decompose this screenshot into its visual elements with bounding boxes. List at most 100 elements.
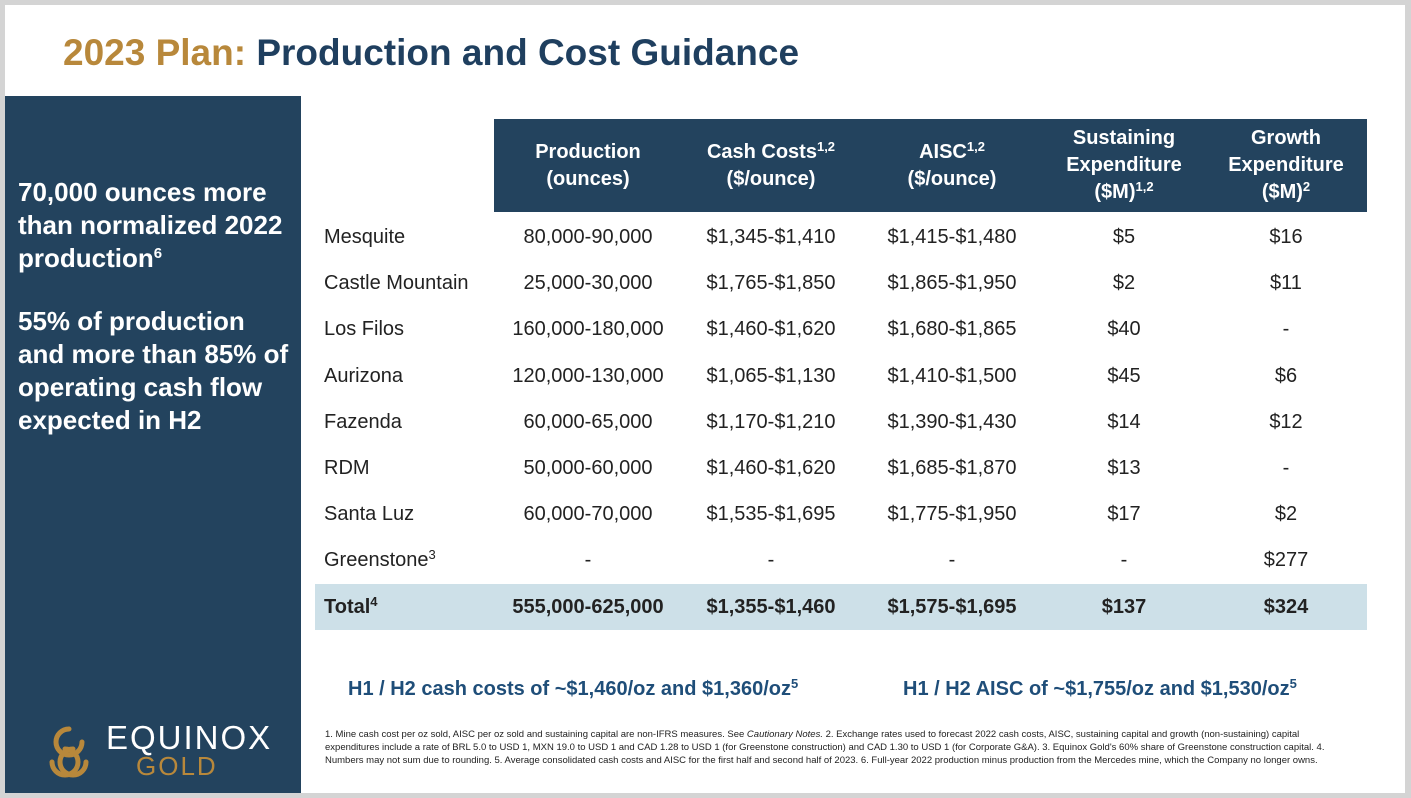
column-header-line: Production <box>535 140 641 163</box>
logo-swirl-icon <box>49 726 89 778</box>
table-cell: 80,000-90,000 <box>523 226 653 248</box>
table-cell: $1,065-$1,130 <box>706 364 836 387</box>
table-cell: - <box>584 549 592 572</box>
column-header-sup: 1,2 <box>816 138 836 154</box>
table-cell: $13 <box>1107 457 1141 479</box>
table-row: Castle Mountain 25,000-30,000 $1,765-$1,85… <box>315 260 1367 306</box>
table-cell: $2 <box>1274 503 1298 526</box>
row-label: Greenstone3 <box>324 547 436 572</box>
row-label: RDM <box>324 457 370 479</box>
row-label: Castle Mountain <box>324 272 469 295</box>
callout-cash-costs-sup: 5 <box>790 676 799 691</box>
table-cell: 120,000-130,000 <box>512 364 664 387</box>
column-header-label: AISC1,2 ($/ounce) <box>908 139 997 193</box>
callout-aisc-sup: 5 <box>1289 676 1297 691</box>
column-header-line: Cash Costs1,2 <box>706 138 836 163</box>
row-label: Los Filos <box>324 318 405 341</box>
table-cell: $324 <box>1263 595 1309 618</box>
column-header-line: ($/ounce) <box>726 167 816 190</box>
column-header-line: AISC1,2 <box>919 138 985 163</box>
table-cell: $1,775-$1,950 <box>887 503 1017 526</box>
title-main: Production and Cost Guidance <box>246 32 800 73</box>
row-label: Aurizona <box>324 364 403 387</box>
table-cell: $17 <box>1107 503 1141 526</box>
table-cell: $1,460-$1,620 <box>706 457 836 479</box>
table-cell: $45 <box>1107 364 1141 387</box>
column-header-line: Sustaining <box>1072 127 1176 149</box>
table-cell: $6 <box>1274 364 1298 387</box>
table-cell: - <box>948 549 956 572</box>
table-cell: $1,390-$1,430 <box>887 410 1017 433</box>
table-row: Fazenda 60,000-65,000 $1,170-$1,210 $1,390-… <box>315 399 1367 445</box>
column-header-line: Expenditure <box>1228 154 1344 176</box>
table-cell: $1,170-$1,210 <box>706 410 836 433</box>
table-cell: - <box>1120 549 1128 572</box>
table-cell: $1,865-$1,950 <box>887 272 1017 295</box>
row-label-sup: 3 <box>428 547 436 563</box>
table-total-row: Total4 555,000-625,000 $1,355-$1,460 $1,575… <box>315 583 1367 630</box>
table-row: RDM 50,000-60,000 $1,460-$1,620 $1,685-$1,8… <box>315 445 1367 491</box>
table-cell: $1,765-$1,850 <box>706 272 836 295</box>
table-cell: - <box>1282 457 1290 479</box>
sidebar-panel: 70,000 ounces more than normalized 2022 … <box>5 96 301 793</box>
row-label-sup: 4 <box>370 593 378 609</box>
column-header-line: Expenditure <box>1066 154 1182 176</box>
sidebar-para-1-text: 70,000 ounces more than normalized 2022 … <box>18 177 283 273</box>
footnotes: 1. Mine cash cost per oz sold, AISC per … <box>325 728 1355 767</box>
callout-aisc: H1 / H2 AISC of ~$1,755/oz and $1,530/oz… <box>903 676 1297 701</box>
table-cell: $1,460-$1,620 <box>706 318 836 341</box>
page-title: 2023 Plan: Production and Cost Guidance <box>63 32 799 74</box>
table-cell: $14 <box>1107 410 1141 433</box>
table-header: Production (ounces) Cash Costs1,2 ($/ounce)… <box>494 119 1367 212</box>
table-row: Santa Luz 60,000-70,000 $1,535-$1,695 $1,77… <box>315 491 1367 537</box>
table-cell: $1,685-$1,870 <box>887 457 1017 479</box>
table-cell: $1,680-$1,865 <box>887 318 1017 341</box>
table-cell: $40 <box>1107 318 1141 341</box>
column-header-2: Cash Costs1,2 ($/ounce) <box>686 119 856 212</box>
column-header-label: Sustaining Expenditure ($M)1,2 <box>1066 125 1182 206</box>
table-row: Aurizona 120,000-130,000 $1,065-$1,130 $1,4… <box>315 353 1367 399</box>
table-cell: 60,000-65,000 <box>523 410 653 433</box>
table-cell: 60,000-70,000 <box>523 503 653 526</box>
table-cell: $2 <box>1112 272 1136 295</box>
table-cell: - <box>1282 318 1290 341</box>
callout-cash-costs: H1 / H2 cash costs of ~$1,460/oz and $1,… <box>348 676 799 701</box>
column-header-5: Growth Expenditure ($M)2 <box>1201 119 1371 212</box>
table-row: Mesquite 80,000-90,000 $1,345-$1,410 $1,415… <box>315 214 1367 260</box>
table-cell: $137 <box>1101 595 1147 618</box>
column-header-3: AISC1,2 ($/ounce) <box>867 119 1037 212</box>
column-header-label: Growth Expenditure ($M)2 <box>1228 125 1344 206</box>
sidebar-para-1: 70,000 ounces more than normalized 2022 … <box>18 176 293 275</box>
column-header-line: ($M)2 <box>1261 179 1311 203</box>
column-header-1: Production (ounces) <box>503 119 673 212</box>
column-header-label: Production (ounces) <box>535 139 641 193</box>
table-row: Los Filos 160,000-180,000 $1,460-$1,620 $1,… <box>315 306 1367 352</box>
row-label: Fazenda <box>324 410 402 433</box>
footnotes-cautionary-notes: Cautionary Notes. <box>746 729 823 740</box>
table-cell: 160,000-180,000 <box>512 318 664 341</box>
table-cell: $1,535-$1,695 <box>706 503 836 526</box>
row-label: Mesquite <box>324 226 406 248</box>
column-header-line: (ounces) <box>546 167 630 190</box>
column-header-sup: 1,2 <box>966 138 985 154</box>
table-cell: $11 <box>1270 272 1302 295</box>
table-cell: 555,000-625,000 <box>512 595 664 618</box>
logo-word-equinox: EQUINOX <box>106 719 273 756</box>
callout-aisc-text: H1 / H2 AISC of ~$1,755/oz and $1,530/oz <box>903 678 1290 700</box>
table-cell: $1,345-$1,410 <box>706 226 836 248</box>
table-cell: $1,410-$1,500 <box>887 364 1017 387</box>
footnotes-part-1: 1. Mine cash cost per oz sold, AISC per … <box>325 729 747 740</box>
table-cell: $1,575-$1,695 <box>887 595 1017 618</box>
table-cell: $12 <box>1269 410 1303 433</box>
row-label: Total4 <box>324 593 378 618</box>
title-accent: 2023 Plan: <box>63 32 247 73</box>
table-cell: - <box>767 549 775 572</box>
column-header-line: ($M)1,2 <box>1094 179 1154 203</box>
footnotes-part-2: 2. Exchange rates used to forecast 2022 … <box>325 729 1325 766</box>
sidebar-text: 70,000 ounces more than normalized 2022 … <box>18 176 293 467</box>
sidebar-para-2: 55% of production and more than 85% of o… <box>18 306 289 435</box>
callout-cash-costs-text: H1 / H2 cash costs of ~$1,460/oz and $1,… <box>348 678 791 700</box>
table-cell: $277 <box>1263 549 1309 572</box>
column-header-sup: 2 <box>1302 179 1311 194</box>
column-header-sup: 1,2 <box>1135 179 1154 194</box>
